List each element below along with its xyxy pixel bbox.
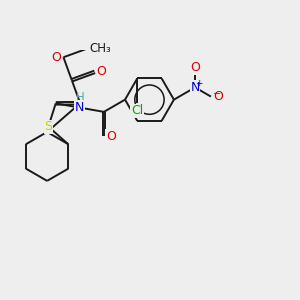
Text: H: H	[75, 91, 84, 104]
Text: O: O	[52, 51, 61, 64]
Text: −: −	[213, 89, 221, 99]
Text: +: +	[195, 80, 202, 88]
Text: O: O	[97, 65, 106, 78]
Text: O: O	[106, 130, 116, 143]
Text: CH₃: CH₃	[90, 42, 111, 56]
Text: Cl: Cl	[131, 104, 143, 117]
Text: N: N	[190, 81, 200, 94]
Text: O: O	[213, 90, 223, 103]
Text: O: O	[190, 61, 200, 74]
Text: S: S	[44, 120, 52, 133]
Text: N: N	[75, 101, 85, 114]
